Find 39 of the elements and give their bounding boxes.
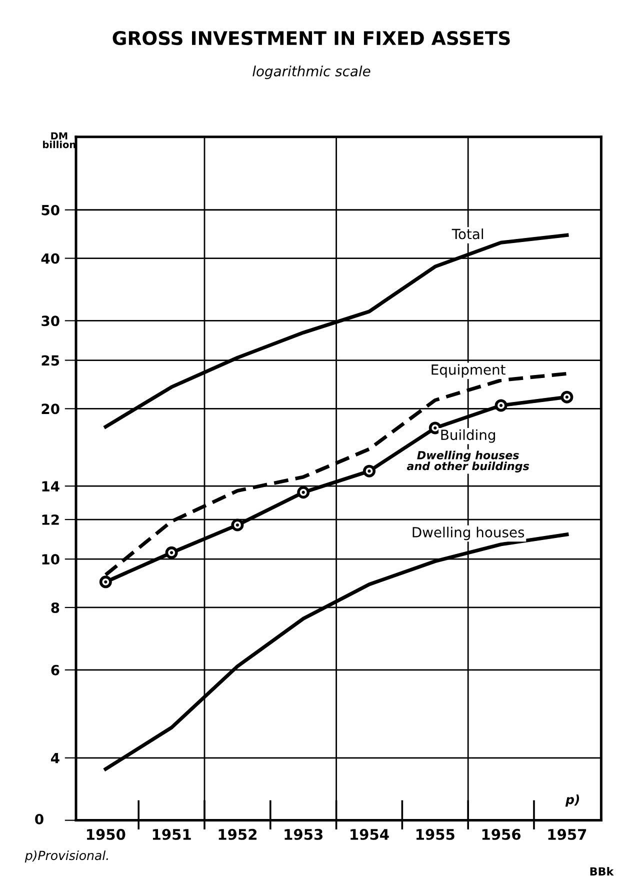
y-axis-title: DM billion (43, 132, 76, 148)
x-tick-label: 1950 (87, 828, 126, 840)
chart-title: GROSS INVESTMENT IN FIXED ASSETS (112, 30, 510, 46)
text: BBk (590, 867, 614, 876)
x-tick-label: 1953 (284, 828, 322, 840)
series-label: Building (441, 429, 495, 443)
y-tick-label: 6 (51, 664, 60, 676)
text: 0 (35, 814, 44, 824)
y-tick-label: 40 (41, 253, 60, 264)
x-tick-label: 1954 (350, 828, 389, 840)
chart-subtitle: logarithmic scale (252, 66, 370, 80)
y-tick-label: 4 (50, 753, 60, 764)
x-tick-label: 1951 (152, 828, 191, 840)
series-label: Total (452, 228, 483, 240)
y-tick-label: 10 (42, 554, 60, 565)
point (494, 399, 508, 412)
y-tick-label: 20 (42, 404, 60, 414)
x-tick-label: 1956 (482, 828, 521, 840)
annotation: Dwelling houses and other buildings (406, 450, 530, 472)
point (297, 486, 310, 499)
point (362, 464, 376, 478)
y-tick-label: 14 (42, 481, 60, 492)
x-tick-label: 1957 (548, 828, 586, 840)
series-label: Equipment (432, 364, 506, 378)
point (560, 390, 574, 404)
y-tick-label: 25 (42, 355, 60, 366)
y-tick-label: 12 (42, 514, 59, 525)
y-tick-label: 50 (42, 204, 60, 216)
y-tick-label: 30 (42, 316, 60, 326)
point (428, 422, 442, 434)
text: p)Provisional. (24, 850, 108, 863)
point (99, 576, 112, 588)
series-label: Dwelling houses (412, 526, 524, 540)
point (231, 518, 244, 532)
x-tick-label: 1955 (416, 828, 454, 840)
annotation: p) (565, 794, 580, 807)
x-tick-label: 1952 (218, 828, 256, 840)
y-tick-label: 8 (51, 602, 60, 613)
point (165, 546, 178, 559)
